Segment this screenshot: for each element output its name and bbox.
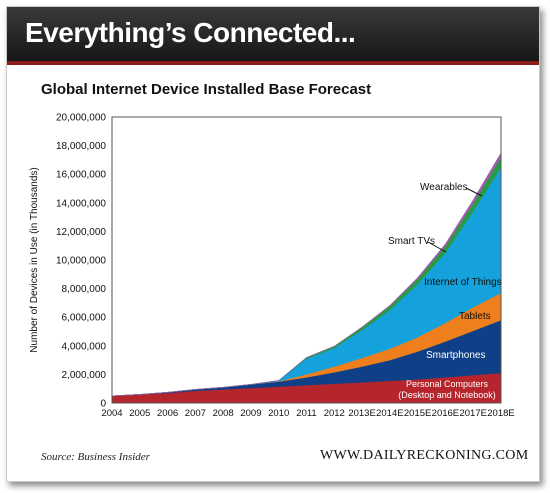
x-tick-label: 2006 — [157, 408, 178, 419]
label-iot: Internet of Things — [424, 277, 502, 288]
y-tick-label: 20,000,000 — [56, 113, 106, 124]
area-layer — [111, 151, 502, 404]
y-tick-label: 4,000,000 — [62, 341, 107, 352]
x-tick-label: 2004 — [101, 408, 122, 419]
x-tick-label: 2015E — [404, 408, 431, 419]
x-tick-label: 2008 — [213, 408, 234, 419]
chart-title: Global Internet Device Installed Base Fo… — [41, 81, 372, 98]
y-axis-label: Number of Devices in Use (in Thousands) — [29, 167, 40, 352]
label-pcs-line2: (Desktop and Notebook) — [398, 390, 496, 400]
label-smart-tvs: Smart TVs — [388, 236, 435, 247]
axes-layer — [111, 116, 502, 404]
leader-wearables — [465, 187, 483, 197]
x-tick-label: 2013E — [348, 408, 375, 419]
x-tick-label: 2016E — [432, 408, 459, 419]
x-tick-label: 2014E — [376, 408, 403, 419]
y-tick-label: 8,000,000 — [62, 284, 107, 295]
x-tick-label: 2011 — [296, 408, 316, 419]
y-tick-labels: 0 2,000,000 4,000,000 6,000,000 8,000,000 10,… — [56, 113, 107, 410]
x-tick-label: 2017E — [459, 408, 486, 419]
series-annotations: Wearables Smart TVs Internet of Things T… — [388, 182, 502, 400]
x-tick-label: 2005 — [129, 408, 150, 419]
x-tick-label: 2009 — [240, 408, 261, 419]
y-tick-label: 10,000,000 — [56, 256, 106, 267]
plot-border — [111, 116, 502, 404]
leader-smart-tvs — [427, 241, 447, 253]
label-smartphones: Smartphones — [426, 350, 485, 361]
x-tick-label: 2007 — [185, 408, 206, 419]
y-tick-label: 12,000,000 — [56, 227, 106, 238]
label-pcs-line1: Personal Computers — [406, 379, 489, 389]
source-note: Source: Business Insider — [41, 451, 150, 463]
x-tick-label: 2010 — [268, 408, 289, 419]
y-tick-label: 6,000,000 — [62, 313, 107, 324]
y-tick-label: 0 — [100, 399, 106, 410]
y-tick-label: 18,000,000 — [56, 141, 106, 152]
header-title: Everything’s Connected... — [25, 17, 356, 48]
y-tick-label: 14,000,000 — [56, 198, 106, 209]
header-banner: Everything’s Connected... — [7, 7, 539, 65]
x-tick-label: 2012 — [324, 408, 345, 419]
y-tick-label: 2,000,000 — [62, 370, 107, 381]
site-url: WWW.DAILYRECKONING.COM — [320, 448, 529, 463]
y-tick-label: 16,000,000 — [56, 170, 106, 181]
x-tick-labels: 2004 2005 2006 2007 2008 2009 2010 2011 2012 2013… — [101, 408, 514, 419]
x-tick-label: 2018E — [487, 408, 514, 419]
label-wearables: Wearables — [420, 182, 468, 193]
label-tablets: Tablets — [459, 311, 491, 322]
